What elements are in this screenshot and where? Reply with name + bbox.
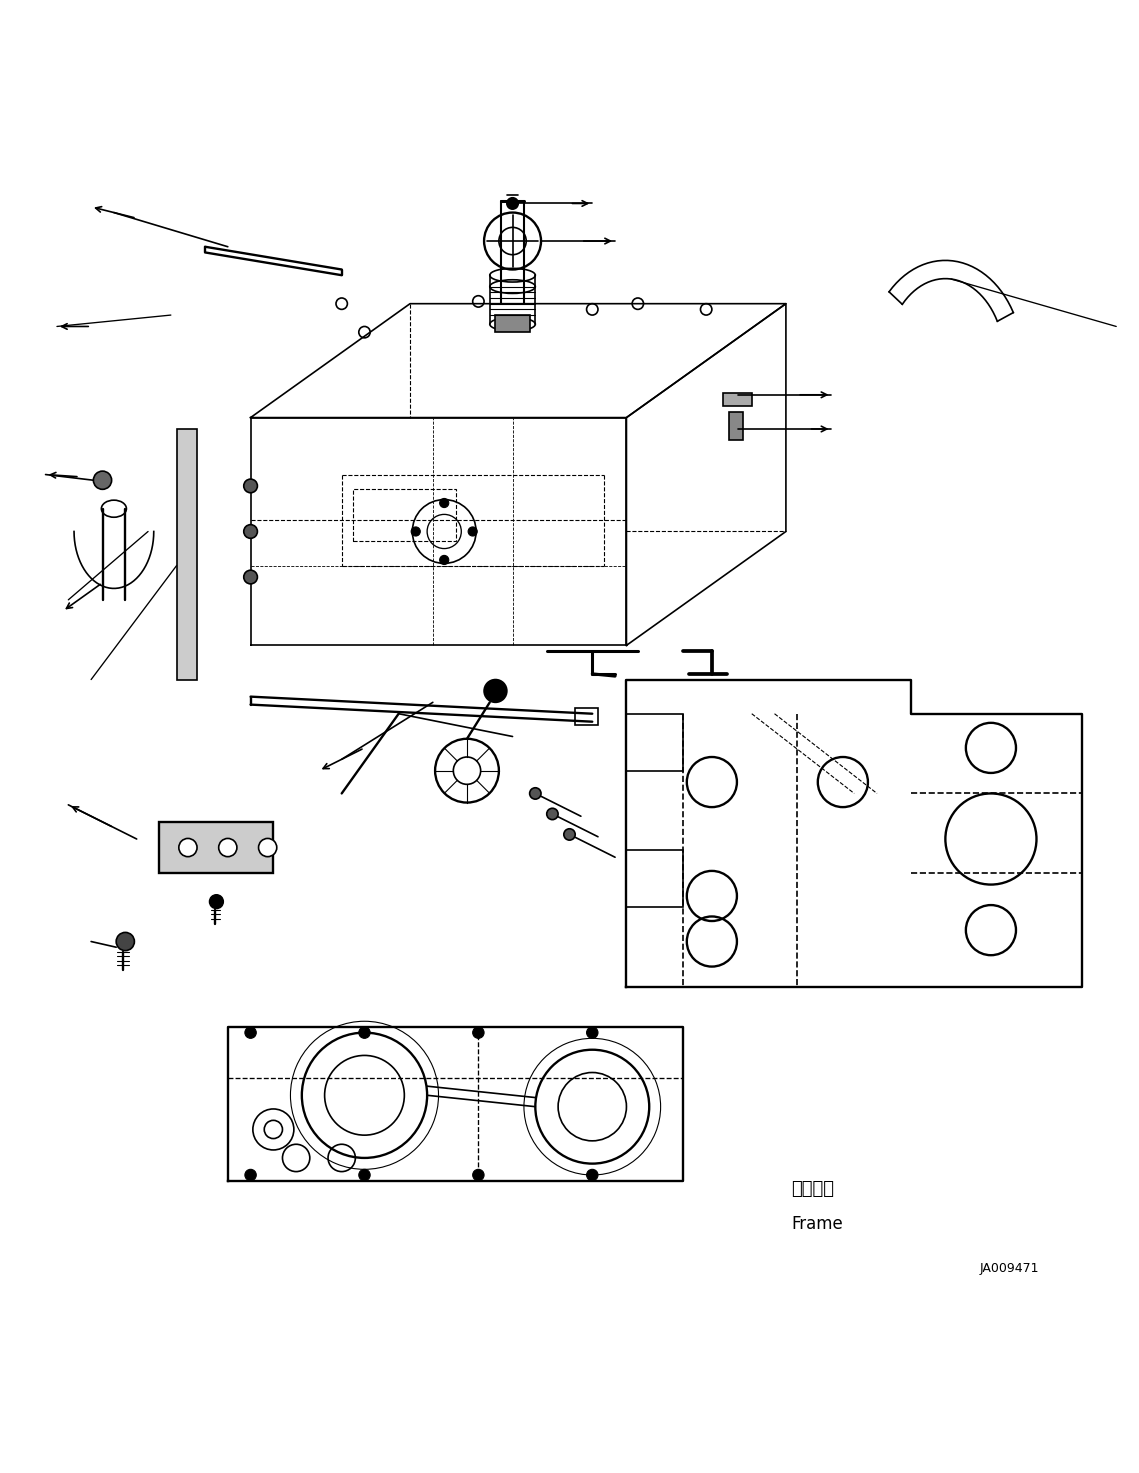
Circle shape	[93, 471, 112, 489]
Circle shape	[411, 527, 420, 536]
Text: フレーム: フレーム	[792, 1180, 835, 1198]
Bar	[729, 412, 743, 440]
Circle shape	[530, 788, 541, 800]
Text: JA009471: JA009471	[980, 1262, 1039, 1276]
Bar	[626, 714, 683, 770]
Circle shape	[219, 838, 237, 857]
Circle shape	[507, 197, 518, 209]
Circle shape	[359, 1027, 370, 1038]
Circle shape	[245, 1027, 256, 1038]
Circle shape	[484, 679, 507, 703]
Bar	[353, 489, 456, 541]
Circle shape	[440, 555, 449, 564]
Circle shape	[564, 829, 575, 840]
Bar	[177, 429, 197, 679]
Circle shape	[244, 570, 257, 583]
Circle shape	[116, 932, 134, 950]
Text: Frame: Frame	[792, 1215, 843, 1233]
Circle shape	[259, 838, 277, 857]
Circle shape	[473, 1170, 484, 1181]
Circle shape	[473, 1027, 484, 1038]
Circle shape	[468, 527, 477, 536]
Circle shape	[210, 894, 223, 909]
Bar	[626, 850, 683, 907]
Circle shape	[244, 524, 257, 538]
Circle shape	[440, 498, 449, 508]
Circle shape	[547, 809, 558, 819]
Circle shape	[179, 838, 197, 857]
Circle shape	[587, 1027, 598, 1038]
Bar	[575, 709, 598, 725]
Bar	[495, 315, 530, 331]
Bar	[159, 822, 273, 873]
Circle shape	[245, 1170, 256, 1181]
Bar	[723, 392, 752, 407]
Circle shape	[359, 1170, 370, 1181]
Circle shape	[244, 479, 257, 493]
Circle shape	[587, 1170, 598, 1181]
